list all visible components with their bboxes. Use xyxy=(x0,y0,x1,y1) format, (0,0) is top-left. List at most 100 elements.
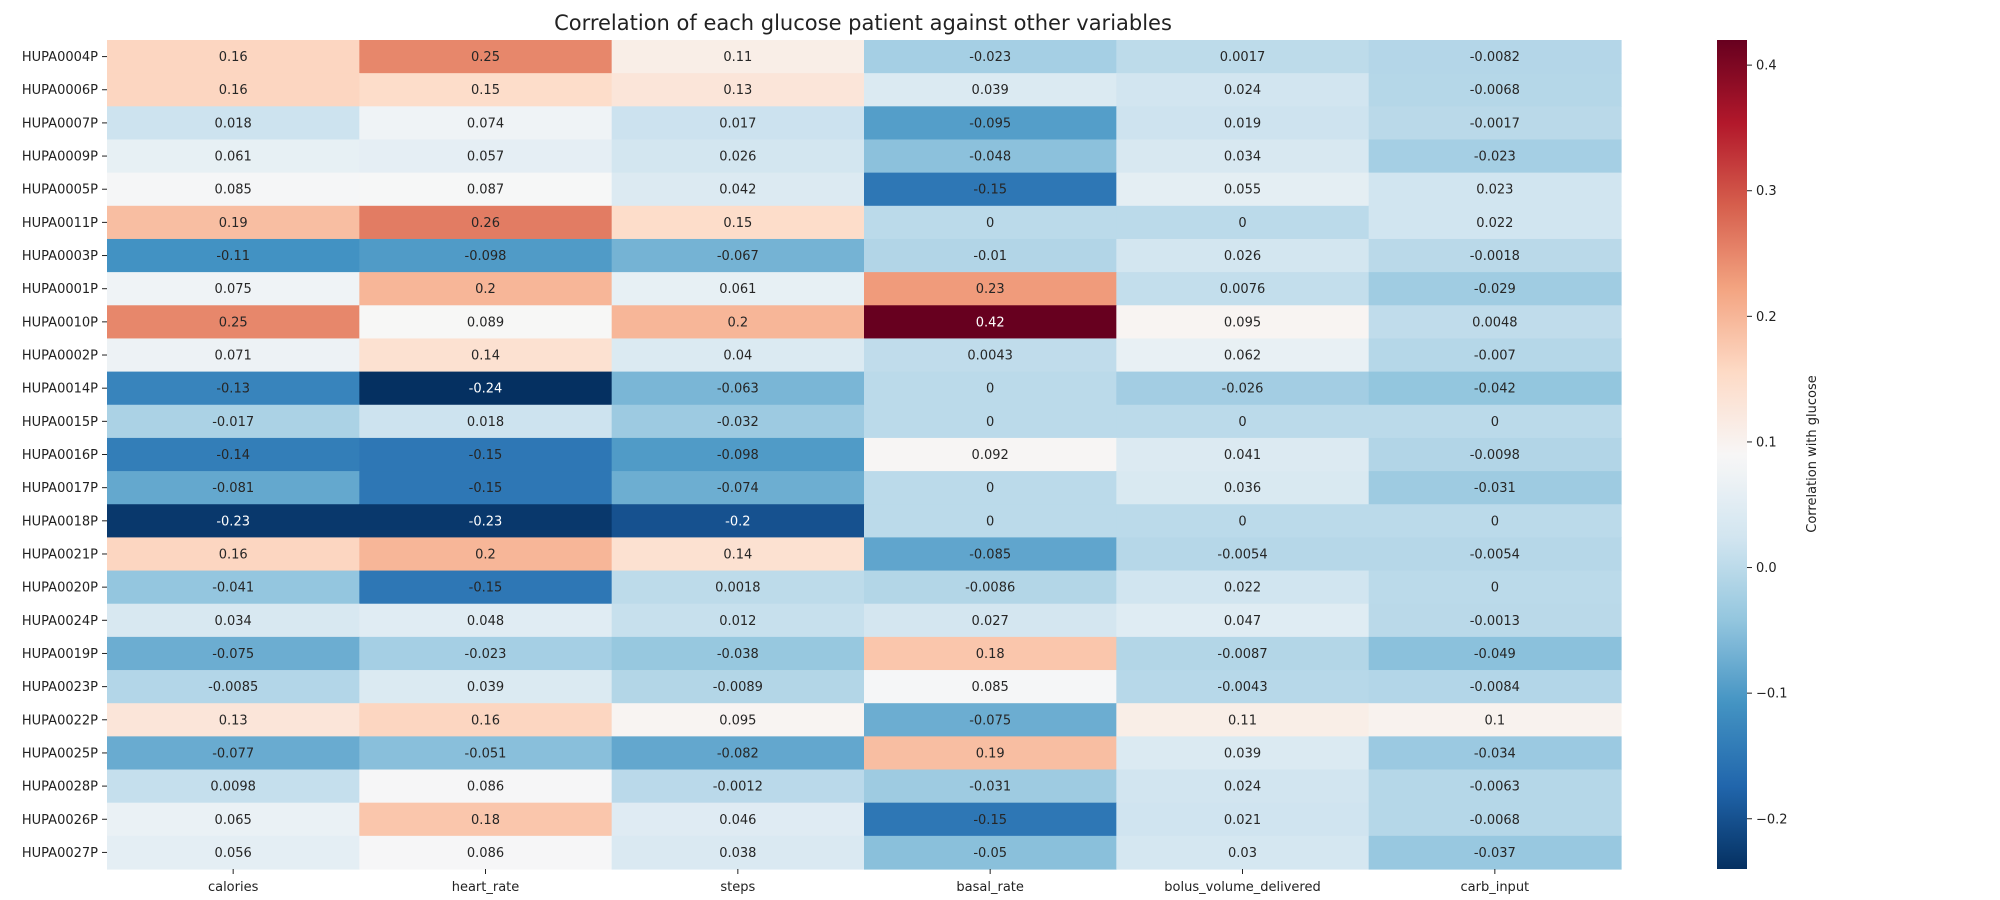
heatmap-cell xyxy=(611,570,865,605)
cell-value-label: 0.03 xyxy=(1228,846,1257,861)
cell-value-label: 0.056 xyxy=(215,846,252,861)
heatmap-cell xyxy=(359,338,613,373)
cell-value-label: 0.036 xyxy=(1224,481,1261,496)
row-tick-label: HUPA0026P xyxy=(22,813,98,828)
cell-value-label: -0.081 xyxy=(212,481,254,496)
heatmap-cell xyxy=(611,238,865,273)
cell-value-label: -0.15 xyxy=(469,581,503,596)
cell-value-label: -0.0012 xyxy=(713,780,763,795)
row-tick-label: HUPA0007P xyxy=(22,116,98,131)
heatmap-cell xyxy=(359,703,613,737)
colorbar-label: Correlation with glucose xyxy=(1805,375,1820,533)
cell-value-label: 0.026 xyxy=(1224,249,1261,264)
heatmap-cell xyxy=(1116,272,1370,306)
cell-value-label: 0.012 xyxy=(719,614,756,629)
row-tick-label: HUPA0021P xyxy=(22,547,98,562)
cell-value-label: 0 xyxy=(986,514,994,529)
heatmap-cell xyxy=(1368,238,1622,273)
cell-value-label: 0.061 xyxy=(215,150,252,165)
colorbar-tick-label: 0.3 xyxy=(1756,184,1777,199)
cell-value-label: -0.23 xyxy=(216,514,250,529)
cell-value-label: 0 xyxy=(986,216,994,231)
heatmap-cell xyxy=(1368,40,1622,74)
row-tick-label: HUPA0009P xyxy=(22,150,98,165)
cell-value-label: 0.13 xyxy=(723,83,752,98)
cell-value-label: 0.16 xyxy=(219,547,248,562)
colorbar-tick-label: 0.2 xyxy=(1756,310,1777,325)
cell-value-label: 0.017 xyxy=(719,116,756,131)
heatmap-cell xyxy=(611,636,865,671)
cell-value-label: -0.037 xyxy=(1474,846,1516,861)
heatmap-cell xyxy=(611,471,865,505)
heatmap-cell xyxy=(611,603,865,638)
heatmap-cell xyxy=(107,504,360,538)
heatmap-cell xyxy=(1368,835,1622,870)
cell-value-label: 0 xyxy=(986,415,994,430)
cell-value-label: 0.038 xyxy=(719,846,756,861)
heatmap-cell xyxy=(611,703,865,737)
row-tick-label: HUPA0011P xyxy=(22,216,98,231)
heatmap-cell xyxy=(359,603,613,638)
heatmap-cell xyxy=(1368,603,1622,638)
cell-value-label: 0.018 xyxy=(215,116,252,131)
row-tick-label: HUPA0006P xyxy=(22,83,98,98)
heatmap-cell xyxy=(107,205,360,240)
heatmap-cell xyxy=(107,570,360,605)
heatmap-cell xyxy=(864,73,1117,107)
row-tick-label: HUPA0019P xyxy=(22,647,98,662)
row-tick-label: HUPA0010P xyxy=(22,315,98,330)
row-tick-label: HUPA0016P xyxy=(22,448,98,463)
cell-value-label: -0.0068 xyxy=(1470,83,1520,98)
colorbar-tick-label: −0.1 xyxy=(1756,687,1788,702)
heatmap-cell xyxy=(864,338,1117,373)
heatmap-cell xyxy=(107,404,360,439)
heatmap-cell xyxy=(1116,603,1370,638)
heatmap-cell xyxy=(864,736,1117,771)
heatmap-cell xyxy=(1368,106,1622,141)
cell-value-label: 0.19 xyxy=(976,746,1005,761)
heatmap-cell xyxy=(611,40,865,74)
heatmap-cell xyxy=(359,404,613,439)
cell-value-label: -0.0089 xyxy=(713,680,763,695)
cell-value-label: -0.13 xyxy=(216,382,250,397)
heatmap-cell xyxy=(1116,40,1370,74)
heatmap-cell xyxy=(611,769,865,804)
heatmap-cell xyxy=(1368,537,1622,572)
heatmap-cell xyxy=(107,537,360,572)
chart-title: Correlation of each glucose patient agai… xyxy=(554,11,1172,35)
heatmap-cell xyxy=(107,437,360,472)
cell-value-label: -0.098 xyxy=(717,448,759,463)
cell-value-label: -0.2 xyxy=(725,514,750,529)
cell-value-label: 0.15 xyxy=(723,216,752,231)
cell-value-label: 0.15 xyxy=(471,83,500,98)
heatmap-cell xyxy=(359,471,613,505)
heatmap-cell xyxy=(864,106,1117,141)
cell-value-label: 0.022 xyxy=(1224,581,1261,596)
cell-value-label: 0.25 xyxy=(471,50,500,65)
cell-value-label: 0.23 xyxy=(976,282,1005,297)
column-tick-label: calories xyxy=(208,880,259,895)
cell-value-label: -0.034 xyxy=(1474,746,1516,761)
heatmap-cell xyxy=(1368,371,1622,406)
cell-value-label: -0.15 xyxy=(469,448,503,463)
heatmap-cell xyxy=(107,73,360,107)
cell-value-label: -0.075 xyxy=(969,713,1011,728)
cell-value-label: 0.086 xyxy=(467,846,504,861)
row-tick-label: HUPA0018P xyxy=(22,514,98,529)
heatmap-cells: 0.16 0.25 0.11 -0.023 0.0017 -0.0082 0.16 0.15 0… xyxy=(107,40,1622,870)
heatmap-cell xyxy=(611,272,865,306)
cell-value-label: 0.087 xyxy=(467,183,504,198)
heatmap-cell xyxy=(1368,670,1622,704)
heatmap-cell xyxy=(1368,703,1622,737)
row-tick-label: HUPA0024P xyxy=(22,614,98,629)
cell-value-label: 0.16 xyxy=(471,713,500,728)
cell-value-label: 0 xyxy=(1491,514,1499,529)
cell-value-label: -0.0085 xyxy=(208,680,258,695)
cell-value-label: 0.047 xyxy=(1224,614,1261,629)
row-tick-label: HUPA0020P xyxy=(22,581,98,596)
cell-value-label: 0.0018 xyxy=(715,581,761,596)
cell-value-label: -0.0054 xyxy=(1217,547,1267,562)
heatmap-cell xyxy=(1116,437,1370,472)
heatmap-cell xyxy=(1368,769,1622,804)
cell-value-label: 0.25 xyxy=(219,315,248,330)
